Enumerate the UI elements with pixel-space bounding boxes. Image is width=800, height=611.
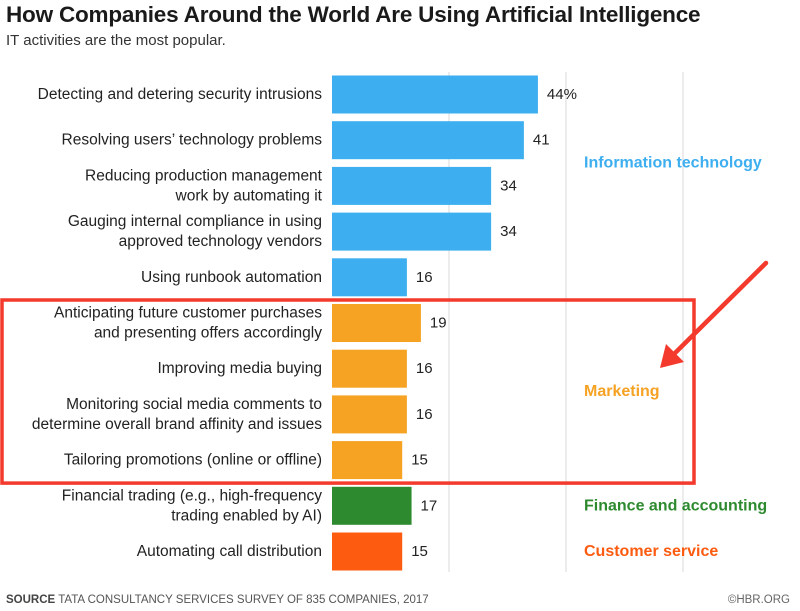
bar xyxy=(332,121,524,160)
bar xyxy=(332,486,412,525)
group-labels: Information technology Marketing Finance a… xyxy=(584,155,767,560)
category-label: Automating call distribution xyxy=(137,543,322,560)
category-label: Improving media buying xyxy=(157,360,322,377)
category-label: Resolving users’ technology problems xyxy=(62,132,323,149)
bar xyxy=(332,212,492,251)
source-note: SOURCE TATA CONSULTANCY SERVICES SURVEY … xyxy=(6,594,429,606)
category-label: and presenting offers accordingly xyxy=(94,325,322,342)
bar xyxy=(332,441,403,480)
annotations xyxy=(0,260,769,485)
value-label: 16 xyxy=(416,269,433,286)
bar xyxy=(332,166,492,205)
category-label: approved technology vendors xyxy=(119,233,323,250)
value-label: 15 xyxy=(411,452,428,469)
bar xyxy=(332,349,407,388)
value-label: 16 xyxy=(416,406,433,423)
category-label: Monitoring social media comments to xyxy=(66,396,322,413)
value-label: 44% xyxy=(547,86,577,103)
value-label: 34 xyxy=(500,223,517,240)
category-label: determine overall brand affinity and iss… xyxy=(32,416,322,433)
group-label: Marketing xyxy=(584,383,660,400)
bar xyxy=(332,75,538,114)
bars xyxy=(332,75,538,571)
group-label: Finance and accounting xyxy=(584,497,767,514)
group-label: Information technology xyxy=(584,155,762,172)
source-text: TATA CONSULTANCY SERVICES SURVEY OF 835 … xyxy=(58,594,429,606)
category-label: Detecting and detering security intrusio… xyxy=(38,86,323,103)
value-labels: 44% 41 34 34 16 19 16 16 15 17 15 xyxy=(411,86,577,560)
category-label: Gauging internal compliance in using xyxy=(68,213,322,230)
bar xyxy=(332,532,403,571)
arrow-head xyxy=(660,344,684,368)
bar xyxy=(332,304,421,342)
value-label: 19 xyxy=(430,315,447,332)
group-label: Customer service xyxy=(584,543,718,560)
chart-title: How Companies Around the World Are Using… xyxy=(6,2,701,27)
highlight-box xyxy=(0,298,696,485)
chart-subtitle: IT activities are the most popular. xyxy=(6,32,226,49)
bar xyxy=(332,258,407,297)
source-label: SOURCE xyxy=(6,594,56,606)
category-label: Anticipating future customer purchases xyxy=(54,305,322,322)
value-label: 34 xyxy=(500,177,517,194)
category-label: work by automating it xyxy=(175,187,323,204)
category-label: Tailoring promotions (online or offline) xyxy=(64,452,322,469)
brand-credit: ©HBR.ORG xyxy=(727,594,790,606)
bar-chart: Detecting and detering security intrusio… xyxy=(0,72,769,572)
category-label: Financial trading (e.g., high-frequency xyxy=(62,487,322,504)
value-label: 15 xyxy=(411,543,428,560)
category-label: Reducing production management xyxy=(85,167,323,184)
arrow-shaft xyxy=(667,260,769,361)
bar xyxy=(332,395,407,434)
value-label: 41 xyxy=(533,132,550,149)
value-label: 16 xyxy=(416,360,433,377)
category-labels: Detecting and detering security intrusio… xyxy=(32,86,323,560)
category-label: Using runbook automation xyxy=(141,269,322,286)
category-label: trading enabled by AI) xyxy=(171,507,322,524)
value-label: 17 xyxy=(421,497,438,514)
